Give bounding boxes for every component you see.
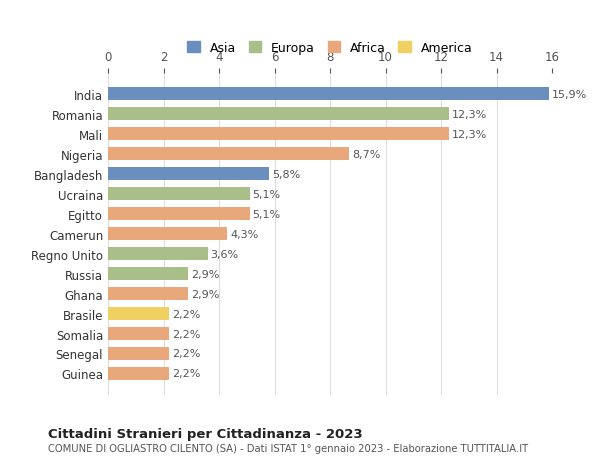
Text: 8,7%: 8,7% — [352, 149, 380, 159]
Bar — [108, 228, 227, 241]
Bar — [108, 287, 188, 300]
Bar — [108, 207, 250, 221]
Text: 4,3%: 4,3% — [230, 229, 259, 239]
Bar — [108, 148, 349, 161]
Bar — [108, 128, 449, 141]
Bar — [108, 247, 208, 261]
Text: Cittadini Stranieri per Cittadinanza - 2023: Cittadini Stranieri per Cittadinanza - 2… — [48, 427, 362, 440]
Text: 2,2%: 2,2% — [172, 329, 200, 339]
Text: 12,3%: 12,3% — [452, 129, 487, 140]
Text: 5,1%: 5,1% — [252, 209, 280, 219]
Bar — [108, 88, 549, 101]
Bar — [108, 268, 188, 280]
Text: 2,9%: 2,9% — [191, 289, 220, 299]
Text: 2,9%: 2,9% — [191, 269, 220, 279]
Text: 2,2%: 2,2% — [172, 349, 200, 358]
Bar — [108, 347, 169, 360]
Text: 3,6%: 3,6% — [211, 249, 239, 259]
Text: 12,3%: 12,3% — [452, 110, 487, 119]
Text: 5,1%: 5,1% — [252, 189, 280, 199]
Bar — [108, 188, 250, 201]
Text: 15,9%: 15,9% — [552, 90, 587, 100]
Bar — [108, 308, 169, 320]
Legend: Asia, Europa, Africa, America: Asia, Europa, Africa, America — [184, 38, 476, 58]
Text: 5,8%: 5,8% — [272, 169, 300, 179]
Text: 2,2%: 2,2% — [172, 369, 200, 379]
Bar — [108, 108, 449, 121]
Bar — [108, 327, 169, 340]
Bar — [108, 367, 169, 380]
Text: COMUNE DI OGLIASTRO CILENTO (SA) - Dati ISTAT 1° gennaio 2023 - Elaborazione TUT: COMUNE DI OGLIASTRO CILENTO (SA) - Dati … — [48, 443, 528, 453]
Bar — [108, 168, 269, 181]
Text: 2,2%: 2,2% — [172, 309, 200, 319]
